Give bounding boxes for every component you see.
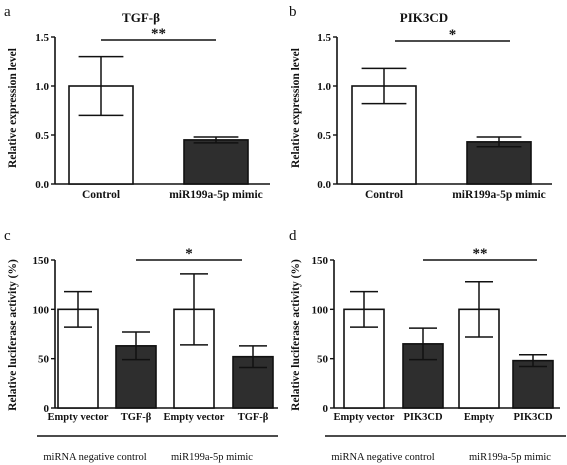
panel-c-plot: 0 50 100 150 Empty vector TGF-β Empty vector TG…	[33, 246, 278, 463]
panel-b-ylabel: Relative expression level	[290, 48, 302, 168]
y-tick-label: 150	[312, 255, 329, 267]
category-label: miR199a-5p mimic	[452, 189, 546, 201]
y-tick-label: 50	[38, 354, 50, 366]
group-label: miR199a-5p mimic	[469, 452, 551, 463]
y-tick-label: 0	[323, 403, 329, 415]
category-label: Empty vector	[164, 412, 225, 423]
category-label: Empty vector	[48, 412, 109, 423]
panel-b: b PIK3CD Relative expression level 0.00.…	[289, 4, 552, 201]
y-tick-label: 150	[33, 255, 50, 267]
category-label: miR199a-5p mimic	[169, 189, 263, 201]
y-tick-label: 0.5	[35, 130, 49, 142]
panel-c-letter: c	[4, 228, 11, 244]
y-tick-label: 0.0	[35, 179, 49, 191]
y-tick-label: 1.5	[317, 32, 331, 44]
y-tick-label: 1.0	[317, 81, 331, 93]
significance-marker: *	[185, 246, 193, 262]
panel-a-letter: a	[4, 4, 11, 20]
y-tick-label: 0.5	[317, 130, 331, 142]
bar	[183, 139, 249, 185]
panel-d-plot: 0 50 100 150 Empty vector PIK3CD Empty PIK3CD **…	[312, 246, 566, 463]
bar	[512, 359, 554, 409]
category-label: PIK3CD	[403, 412, 443, 423]
category-label: PIK3CD	[513, 412, 553, 423]
y-tick-label: 0	[44, 403, 50, 415]
panel-b-letter: b	[289, 4, 297, 20]
panel-d-ylabel: Relative luciferase activity (%)	[290, 259, 302, 411]
group-label: miRNA negative control	[331, 452, 434, 463]
category-label: TGF-β	[121, 412, 152, 423]
group-label: miRNA negative control	[43, 452, 146, 463]
significance-marker: **	[473, 246, 488, 262]
significance-marker: *	[449, 27, 457, 43]
category-label: Control	[365, 189, 403, 201]
panel-a-ylabel: Relative expression level	[7, 48, 19, 168]
significance-marker: **	[151, 26, 166, 42]
bar	[466, 141, 532, 185]
y-tick-label: 100	[33, 304, 50, 316]
group-label: miR199a-5p mimic	[171, 452, 253, 463]
category-label: Empty	[464, 412, 495, 423]
panel-d: d Relative luciferase activity (%) 0 50 10…	[289, 228, 566, 463]
panel-a: a TGF-β Relative expression level 0.0 0.5…	[4, 4, 270, 201]
panel-b-plot: 0.0 0.5 1.0 1.5 Control miR199a-5p mimic *	[317, 27, 552, 201]
y-tick-label: 100	[312, 304, 329, 316]
y-tick-label: 0.0	[317, 179, 331, 191]
panel-b-title: PIK3CD	[400, 10, 448, 25]
panel-c-ylabel: Relative luciferase activity (%)	[7, 259, 19, 411]
category-label: Empty vector	[334, 412, 395, 423]
y-tick-label: 1.5	[35, 32, 49, 44]
category-label: TGF-β	[238, 412, 269, 423]
y-tick-label: 1.0	[35, 81, 49, 93]
panel-d-letter: d	[289, 228, 297, 244]
panel-a-plot: 0.0 0.5 1.0 1.5 Control miR199a-5p mimic **	[35, 26, 270, 201]
panel-a-title: TGF-β	[122, 10, 160, 25]
y-tick-label: 50	[317, 354, 329, 366]
panel-c: c Relative luciferase activity (%) 0 50 10…	[4, 228, 278, 463]
category-label: Control	[82, 189, 120, 201]
